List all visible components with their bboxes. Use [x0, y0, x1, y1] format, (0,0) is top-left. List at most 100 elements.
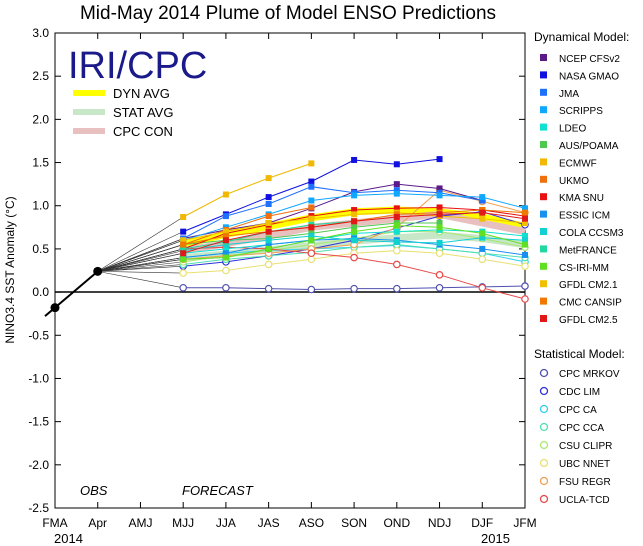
series-point-ucla-tcd: [435, 271, 444, 279]
x-tick-label: OND: [383, 516, 410, 530]
series-point-ukmo: [265, 213, 272, 220]
series-point-scripps: [351, 192, 358, 199]
series-point-scripps: [522, 205, 528, 212]
legend-marker-cs-iri-mm: [540, 262, 547, 270]
series-point-ncep-cfsv2: [393, 181, 400, 188]
model-series: [179, 156, 529, 303]
legend-label-aus-poama: AUS/POAMA: [559, 141, 619, 152]
legend-label-cs-iri-mm: CS-IRI-MM: [559, 263, 609, 274]
series-point-scripps: [308, 197, 315, 204]
series-point-nasa-gmao: [351, 156, 358, 163]
observed-point: [50, 303, 60, 313]
series-point-nasa-gmao: [393, 161, 400, 168]
series-ecmwf: [180, 160, 315, 220]
legend-marker-cpc-mrkov: [539, 368, 549, 378]
series-point-cs-iri-mm: [180, 256, 187, 263]
series-point-cs-iri-mm: [436, 224, 443, 231]
statistical-legend: CPC MRKOV CDC LIM CPC CA CPC CCA CSU CLIPR UB…: [539, 368, 620, 506]
series-point-cola-ccsm3: [479, 234, 486, 241]
series-point-cs-iri-mm: [308, 237, 315, 244]
series-point-ubc-nnet: [307, 255, 316, 264]
x-tick-label: NDJ: [428, 516, 451, 530]
series-point-essic-icm: [222, 250, 229, 257]
series-point-ubc-nnet: [264, 260, 273, 269]
series-point-metfrance: [180, 245, 187, 252]
legend-label-metfrance: MetFRANCE: [559, 245, 617, 256]
y-tick-label: -2.5: [28, 501, 49, 515]
series-line-ecmwf: [182, 162, 312, 218]
legend-label-fsu-regr: FSU REGR: [559, 477, 611, 488]
series-point-essic-icm: [522, 251, 528, 258]
series-cs-iri-mm: [180, 222, 528, 263]
series-point-ubc-nnet: [478, 255, 487, 264]
series-point-cpc-mrkov: [264, 284, 273, 293]
legend-marker-ukmo: [540, 175, 547, 183]
fan-line-gfdl-cm2-5: [97, 252, 184, 272]
series-point-cs-iri-mm: [479, 230, 486, 237]
series-point-aus-poama: [436, 220, 443, 226]
series-point-ubc-nnet: [393, 246, 401, 255]
series-point-ucla-tcd: [307, 249, 316, 258]
y-tick-label: -1.0: [28, 371, 49, 385]
legend-label-cpc-ca: CPC CA: [559, 405, 597, 416]
y-tick-label: 1.0: [32, 199, 49, 213]
series-point-ucla-tcd: [521, 295, 529, 303]
legend-label-gfdl-cm2-5: GFDL CM2.5: [559, 315, 618, 326]
y-tick-label: 1.5: [32, 156, 49, 170]
y-tick-label: 2.5: [32, 69, 49, 83]
series-point-gfdl-cm2-5: [265, 228, 272, 235]
legend-marker-cola-ccsm3: [540, 228, 547, 235]
series-point-ldeo: [522, 232, 528, 239]
forecast-fan-lines: [97, 216, 184, 289]
series-point-cpc-mrkov: [435, 283, 444, 292]
series-point-cs-iri-mm: [393, 222, 400, 229]
iri-cpc-logo: IRI/CPC: [68, 45, 207, 87]
series-point-ecmwf: [222, 191, 229, 198]
series-point-gfdl-cm2-5: [479, 209, 486, 216]
series-point-gfdl-cm2-1: [479, 215, 486, 222]
series-point-cmc-cansip: [522, 209, 528, 216]
series-point-gfdl-cm2-5: [436, 211, 443, 218]
dynamical-legend: NCEP CFSv2 NASA GMAO JMA SCRIPPS LDEO AUS/POA…: [540, 54, 624, 326]
series-line-jma: [182, 186, 483, 239]
legend-marker-nasa-gmao: [540, 71, 547, 79]
observed-series: [44, 266, 103, 317]
series-point-ucla-tcd: [393, 260, 401, 269]
fan-line-cpc-cca: [97, 264, 184, 272]
legend-label-csu-clipr: CSU CLIPR: [559, 441, 612, 452]
series-point-ubc-nnet: [179, 269, 187, 277]
series-point-jma: [308, 183, 315, 190]
series-point-nasa-gmao: [180, 228, 187, 235]
legend-label-ecmwf: ECMWF: [559, 158, 597, 169]
legend-marker-cpc-ca: [539, 404, 549, 414]
y-tick-label: -1.5: [28, 415, 49, 429]
legend-marker-aus-poama: [540, 141, 547, 148]
legend-label-ubc-nnet: UBC NNET: [559, 459, 610, 470]
series-point-ubc-nnet: [222, 266, 230, 275]
y-tick-label: -0.5: [28, 328, 49, 342]
legend-marker-ecmwf: [540, 158, 547, 166]
legend-marker-ucla-tcd: [539, 494, 549, 504]
legend-label-ldeo: LDEO: [559, 124, 586, 135]
x-tick-label: FMA: [42, 516, 67, 530]
series-gfdl-cm2-5: [180, 209, 528, 257]
series-point-gfdl-cm2-5: [308, 224, 315, 231]
fan-line-csu-clipr: [97, 261, 184, 272]
x-tick-label: SON: [341, 516, 367, 530]
legend-label-ncep-cfsv2: NCEP CFSv2: [559, 54, 620, 65]
series-point-nasa-gmao: [308, 178, 315, 185]
series-point-gfdl-cm2-5: [393, 213, 400, 220]
series-point-essic-icm: [265, 241, 272, 248]
plot-frame: [54, 32, 526, 509]
series-point-cmc-cansip: [222, 232, 229, 239]
legend-label-ukmo: UKMO: [559, 176, 589, 187]
legend-label-ucla-tcd: UCLA-TCD: [559, 495, 610, 506]
series-point-kma-snu: [351, 207, 358, 214]
obs-label: OBS: [80, 483, 108, 498]
series-point-essic-icm: [479, 245, 486, 252]
series-point-nasa-gmao: [436, 156, 443, 163]
series-point-jma: [222, 213, 229, 220]
legend-marker-ldeo: [540, 123, 547, 131]
x-tick-label: JAS: [258, 516, 280, 530]
